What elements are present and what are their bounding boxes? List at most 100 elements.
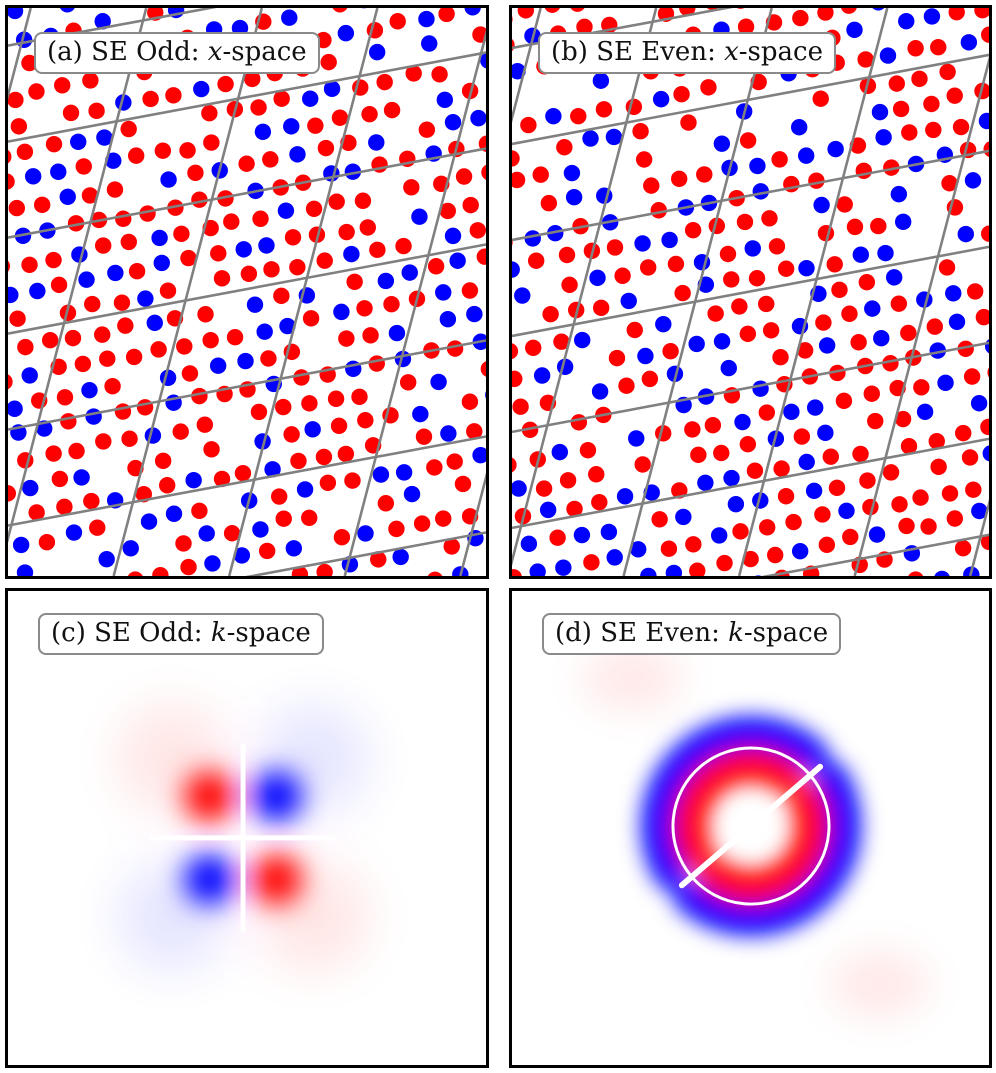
positive-site xyxy=(814,506,831,523)
negative-site xyxy=(539,501,557,519)
negative-site xyxy=(885,269,903,286)
positive-site xyxy=(888,75,905,92)
positive-site xyxy=(829,364,846,382)
positive-site xyxy=(689,562,706,576)
positive-site xyxy=(719,245,737,263)
positive-site xyxy=(175,535,192,552)
positive-site xyxy=(8,485,16,502)
positive-site xyxy=(180,558,197,576)
negative-site xyxy=(395,464,413,481)
k-ring-segment xyxy=(698,782,830,905)
positive-site xyxy=(443,538,460,555)
positive-site xyxy=(438,8,455,23)
negative-site xyxy=(871,103,889,121)
negative-site xyxy=(592,72,610,89)
panel-c-letter: (c) xyxy=(51,618,86,648)
positive-site xyxy=(849,137,867,154)
panel-d-letter: (d) xyxy=(555,618,592,648)
negative-site xyxy=(948,313,966,330)
k-ring-segment xyxy=(672,747,804,870)
positive-site xyxy=(330,417,348,435)
negative-site xyxy=(713,333,731,350)
positive-site xyxy=(244,70,261,88)
negative-site xyxy=(734,413,751,431)
positive-site xyxy=(173,225,190,243)
positive-site xyxy=(54,77,71,94)
negative-site xyxy=(727,495,745,513)
positive-site xyxy=(210,245,227,262)
positive-site xyxy=(768,238,786,255)
negative-site xyxy=(805,482,823,500)
nodal-ring xyxy=(671,746,831,906)
positive-site xyxy=(403,179,420,196)
positive-site xyxy=(152,566,169,576)
negative-site xyxy=(81,381,98,399)
negative-site xyxy=(277,202,295,219)
negative-site xyxy=(640,567,657,576)
positive-site xyxy=(634,456,651,473)
positive-site xyxy=(758,404,775,421)
positive-site xyxy=(981,26,989,43)
positive-site xyxy=(579,442,597,459)
negative-site xyxy=(401,264,418,281)
positive-site xyxy=(841,305,858,322)
negative-site xyxy=(971,502,988,520)
positive-site xyxy=(223,525,241,542)
positive-site xyxy=(626,321,643,339)
negative-site xyxy=(872,8,885,11)
negative-site xyxy=(377,272,395,290)
positive-site xyxy=(527,252,545,269)
positive-site xyxy=(8,199,25,217)
positive-site xyxy=(238,155,255,172)
positive-site xyxy=(317,139,335,157)
positive-site xyxy=(472,26,486,43)
grid-line xyxy=(8,147,486,239)
positive-site xyxy=(558,246,576,264)
negative-site xyxy=(343,245,360,263)
positive-site xyxy=(165,87,182,104)
positive-site xyxy=(737,18,755,35)
positive-site xyxy=(17,338,34,356)
panel-a-space: -space xyxy=(222,37,307,67)
positive-site xyxy=(83,492,100,510)
negative-site xyxy=(582,130,599,147)
negative-site xyxy=(246,296,264,313)
positive-site xyxy=(732,523,749,540)
positive-site xyxy=(796,342,814,359)
negative-site xyxy=(934,570,950,576)
positive-site xyxy=(556,139,573,156)
positive-site xyxy=(128,263,146,280)
negative-site xyxy=(720,359,737,377)
positive-site xyxy=(435,510,452,527)
panel-b-x-space-even: (b) SE Even: x-space xyxy=(509,5,992,579)
negative-site xyxy=(281,9,298,26)
k-space-even-ring xyxy=(641,716,861,936)
positive-site xyxy=(566,500,583,518)
positive-site xyxy=(894,410,912,428)
negative-site xyxy=(524,230,541,247)
positive-site xyxy=(446,453,463,470)
positive-site xyxy=(660,540,678,557)
negative-site xyxy=(70,133,87,150)
positive-site xyxy=(748,270,766,287)
positive-site xyxy=(842,528,859,546)
positive-site xyxy=(81,187,99,204)
positive-site xyxy=(576,18,593,36)
positive-site xyxy=(961,449,979,466)
positive-site xyxy=(859,472,876,489)
positive-site xyxy=(739,325,757,343)
grid-line xyxy=(8,51,486,143)
negative-site xyxy=(744,240,761,257)
positive-site xyxy=(354,192,372,209)
negative-site xyxy=(436,91,454,109)
positive-site xyxy=(41,331,59,349)
positive-site xyxy=(201,104,218,122)
grid-line xyxy=(8,8,217,47)
positive-site xyxy=(217,190,234,207)
k-space-odd-nodal-lines xyxy=(149,744,337,932)
positive-site xyxy=(426,459,443,476)
positive-site xyxy=(284,229,302,246)
positive-site xyxy=(307,117,324,134)
negative-site xyxy=(798,453,815,471)
positive-site xyxy=(415,428,433,445)
